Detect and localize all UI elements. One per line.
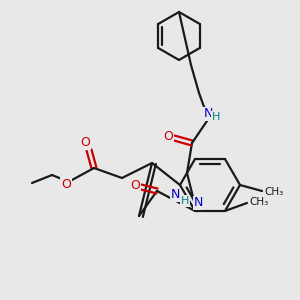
Text: N: N: [170, 188, 180, 202]
Text: CH₃: CH₃: [264, 187, 284, 197]
Text: N: N: [193, 196, 203, 209]
Text: O: O: [130, 179, 140, 193]
Text: H: H: [181, 196, 189, 206]
Text: O: O: [61, 178, 71, 190]
Text: O: O: [163, 130, 173, 143]
Text: N: N: [203, 107, 213, 121]
Text: H: H: [212, 112, 220, 122]
Text: O: O: [80, 136, 90, 149]
Text: CH₃: CH₃: [249, 197, 268, 207]
